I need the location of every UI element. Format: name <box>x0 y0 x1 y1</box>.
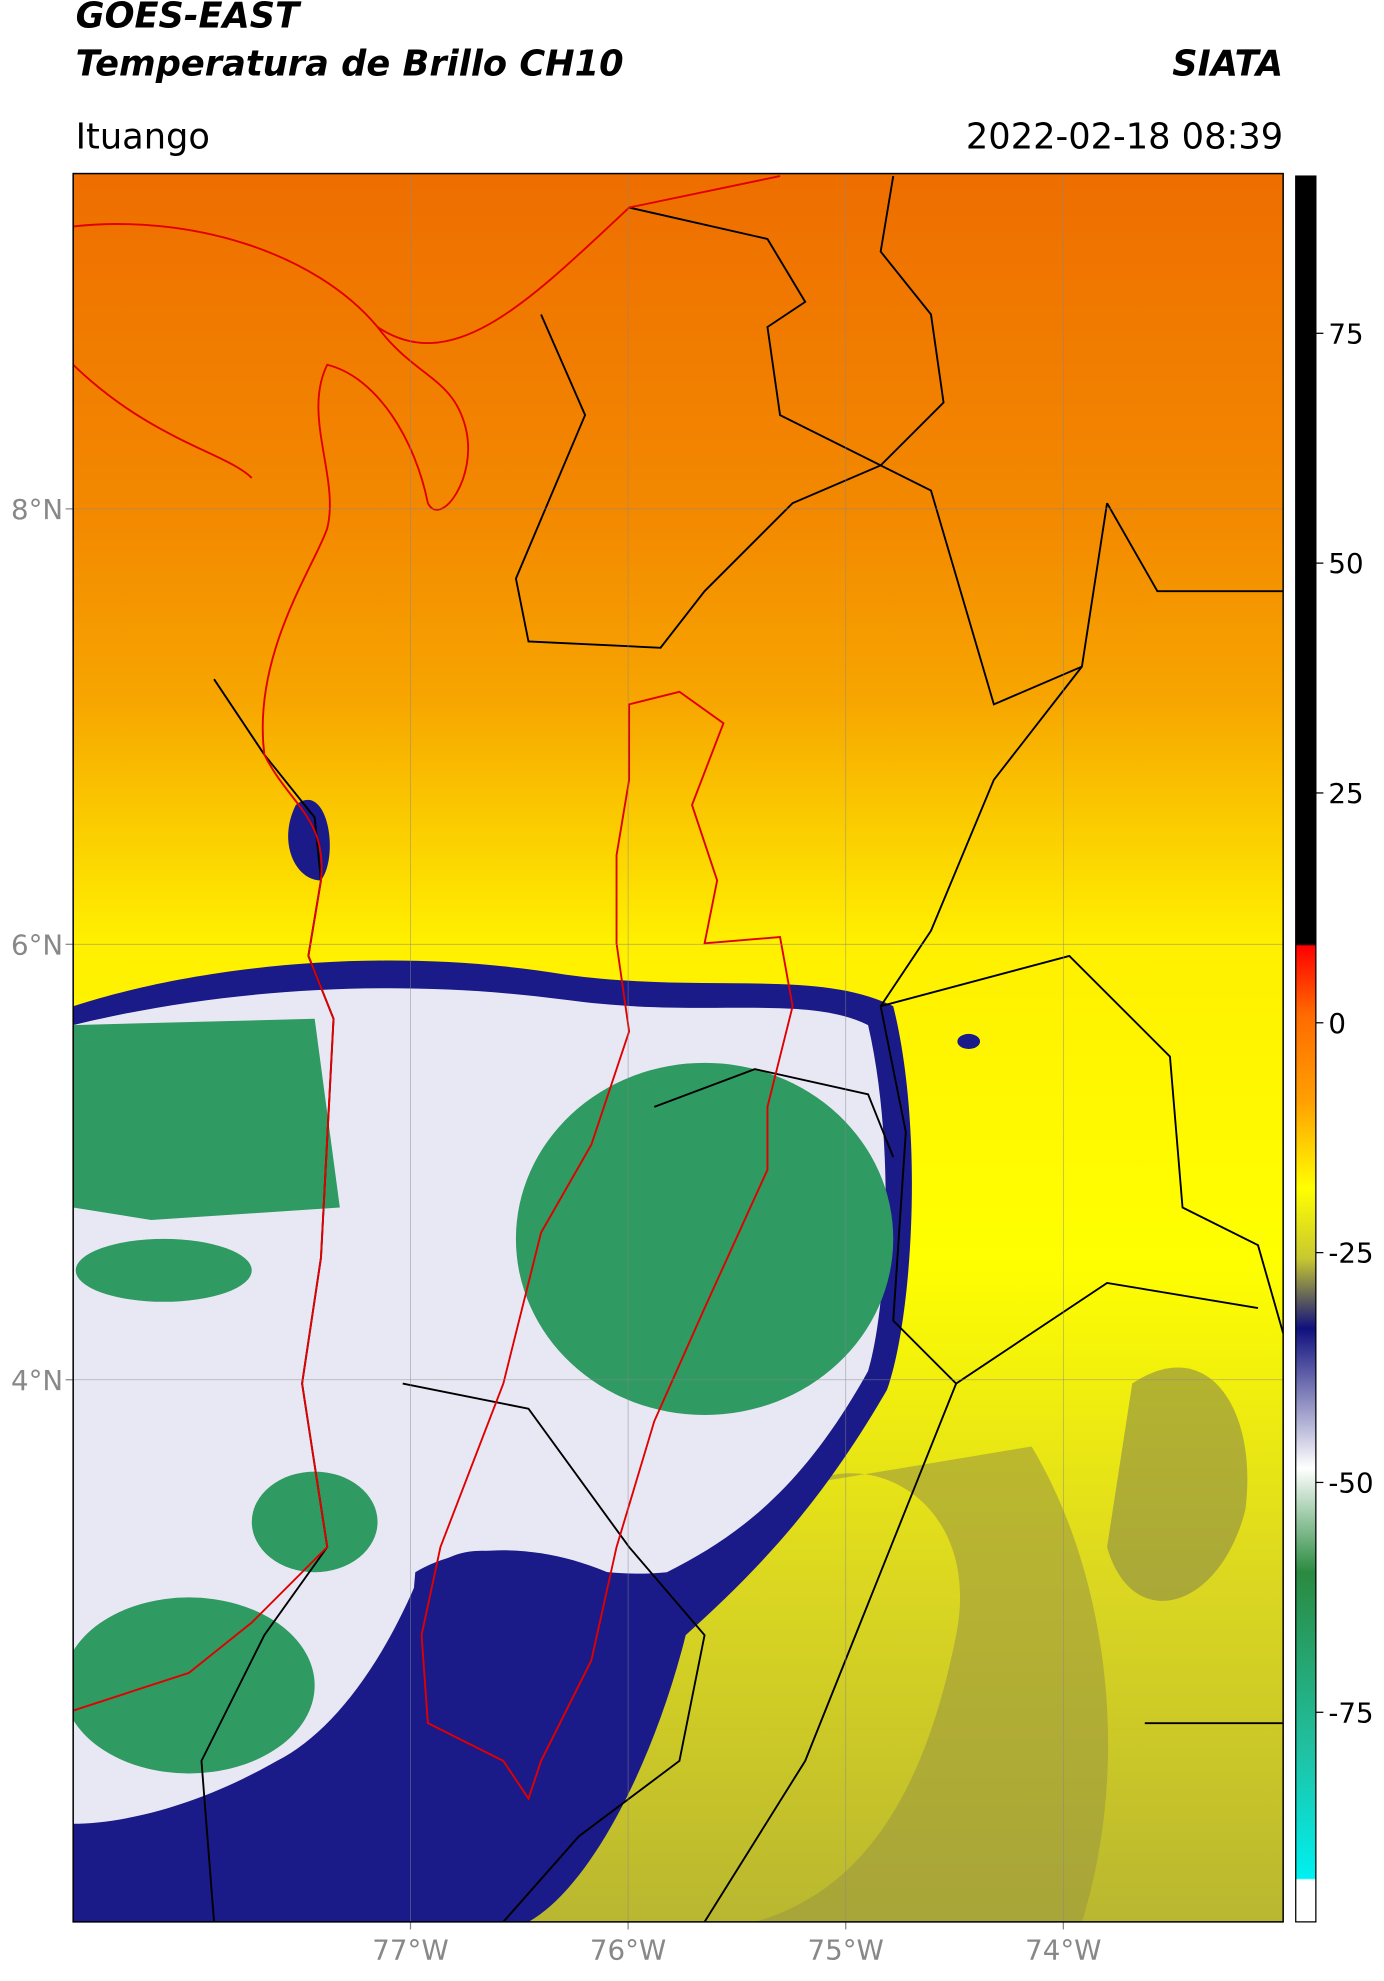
coastline-basin <box>73 175 794 1801</box>
colorbar <box>1295 175 1317 1923</box>
cloud-core <box>73 1597 315 1774</box>
lon-tick-label: 74°W <box>1025 1934 1101 1967</box>
map-frame <box>72 172 1284 1923</box>
lat-tick-label: 6°N <box>11 928 63 961</box>
satellite-image <box>73 173 1284 1922</box>
timestamp: 2022-02-18 08:39 <box>966 116 1283 157</box>
graticule: 77°W 76°W 75°W 74°W 8°N 6°N 4°N <box>11 173 1284 1967</box>
cloud-core <box>251 1471 378 1573</box>
subtitle: Temperatura de Brillo CH10 <box>76 43 624 84</box>
colorbar-tick-label: 25 <box>1328 777 1363 810</box>
colorbar-tick-label: 50 <box>1328 547 1363 580</box>
olive-patch <box>1107 1367 1248 1601</box>
lat-tick-label: 8°N <box>11 493 63 526</box>
colorbar-tick-label: -50 <box>1328 1467 1373 1500</box>
colorbar-tick-label: -25 <box>1328 1237 1373 1270</box>
cloud-cold <box>957 1033 981 1049</box>
location: Ituango <box>76 116 210 157</box>
cloud-core <box>515 1062 894 1415</box>
cloud-core <box>75 1238 252 1302</box>
source: SIATA <box>1172 43 1283 84</box>
cloud-cold <box>412 1550 655 1887</box>
colorbar-tick-label: 0 <box>1328 1007 1346 1040</box>
colorbar-tick-label: -75 <box>1328 1696 1373 1729</box>
lon-tick-label: 76°W <box>590 1934 666 1967</box>
lon-tick-label: 75°W <box>808 1934 884 1967</box>
lat-tick-label: 4°N <box>11 1364 63 1397</box>
cloud-core <box>73 1018 340 1221</box>
lon-tick-label: 77°W <box>372 1934 448 1967</box>
colorbar-tick-label: 75 <box>1328 317 1363 350</box>
olive-patch <box>754 1446 1109 1922</box>
title: GOES-EAST <box>76 0 302 37</box>
